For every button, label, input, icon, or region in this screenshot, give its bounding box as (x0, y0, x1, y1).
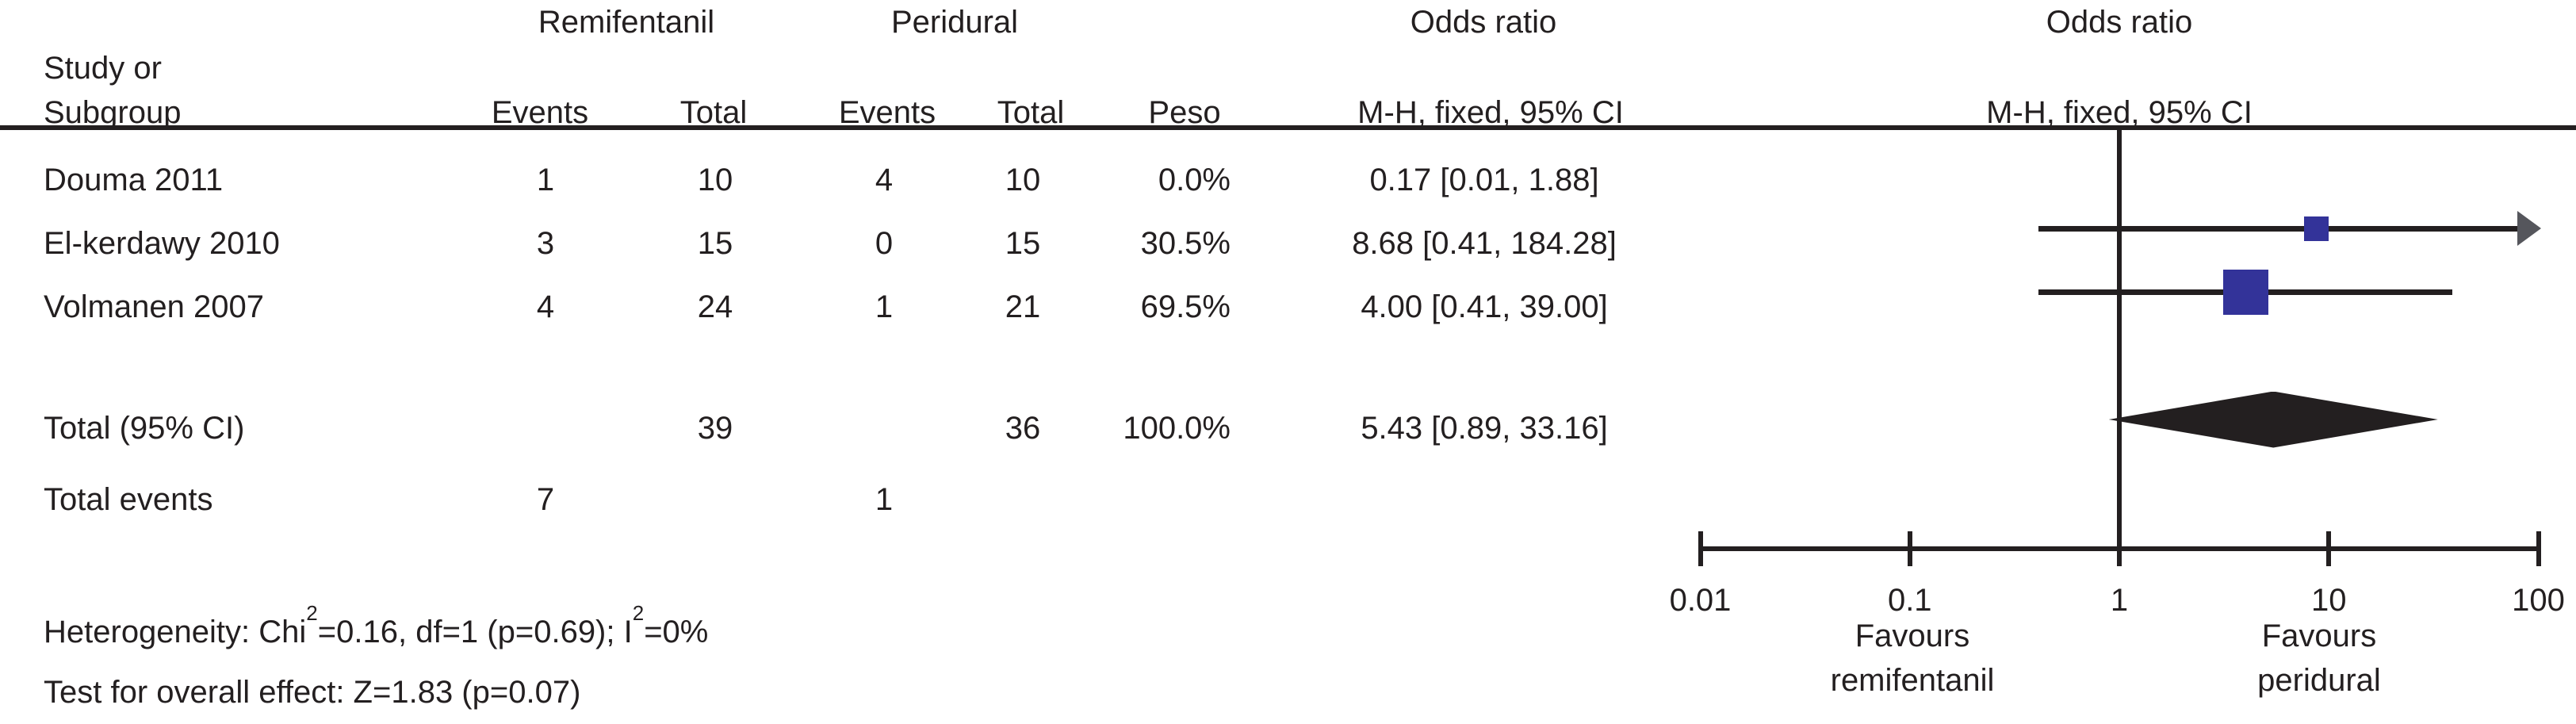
group-header-peridural: Peridural (890, 5, 1019, 40)
col-header-mh-ci-plot: M-H, fixed, 95% CI (1986, 95, 2253, 130)
total-peridural-value: 21 (1005, 289, 1041, 324)
heterogeneity-sup-2: 2 (632, 600, 645, 625)
total-events-peridural: 1 (875, 482, 894, 517)
weight-value: 69.5% (1140, 289, 1231, 324)
col-header-study-line2: Subgroup (44, 95, 182, 130)
col-header-total-peridural: Total (997, 95, 1065, 130)
col-header-weight: Peso (1148, 95, 1221, 130)
or-square (2303, 216, 2329, 241)
summary-diamond (2108, 391, 2438, 448)
axis-tick (2536, 531, 2541, 566)
col-header-study-line1: Study or (44, 51, 162, 86)
favours-right-line1: Favours (2261, 619, 2377, 653)
axis-tick-label: 0.01 (1669, 583, 1732, 618)
total-weight-value: 100.0% (1123, 411, 1231, 446)
events-remifentanil-value: 1 (536, 163, 555, 197)
total-remifentanil-value: 10 (697, 163, 733, 197)
col-header-events-peridural: Events (838, 95, 936, 130)
or-square (2222, 269, 2268, 315)
heterogeneity-sup-1: 2 (306, 600, 318, 625)
group-header-odds-ratio-table: Odds ratio (1410, 5, 1557, 40)
overall-effect-note: Test for overall effect: Z=1.83 (p=0.07) (44, 675, 581, 710)
events-peridural-value: 1 (875, 289, 894, 324)
total-remifentanil-sum: 39 (697, 411, 733, 446)
total-row-label: Total (95% CI) (44, 411, 245, 446)
axis-tick (2326, 531, 2332, 566)
axis-tick (1698, 531, 1703, 566)
col-header-events-remifentanil: Events (491, 95, 589, 130)
odds-ratio-ci-text: 8.68 [0.41, 184.28] (1352, 226, 1617, 261)
total-remifentanil-value: 15 (697, 226, 733, 261)
total-peridural-value: 10 (1005, 163, 1041, 197)
col-header-total-remifentanil: Total (679, 95, 748, 130)
axis-tick-label: 0.1 (1887, 583, 1932, 618)
total-events-remifentanil: 7 (536, 482, 555, 517)
events-remifentanil-value: 4 (536, 289, 555, 324)
arrow-right-icon (2517, 211, 2541, 246)
axis-tick-label: 1 (2110, 583, 2129, 618)
axis-tick-label: 100 (2512, 583, 2565, 618)
group-header-odds-ratio-plot: Odds ratio (2046, 5, 2193, 40)
plot-vertical-line (2117, 125, 2122, 551)
col-header-mh-ci-table: M-H, fixed, 95% CI (1357, 95, 1624, 130)
favours-right-line2: peridural (2257, 663, 2381, 698)
ci-line (2038, 225, 2517, 232)
odds-ratio-ci-text: 4.00 [0.41, 39.00] (1361, 289, 1608, 324)
weight-value: 0.0% (1158, 163, 1231, 197)
favours-left-line2: remifentanil (1830, 663, 1995, 698)
heterogeneity-text-2: =0.16, df=1 (p=0.69); I (317, 615, 633, 649)
total-peridural-sum: 36 (1005, 411, 1041, 446)
header-rule (0, 125, 2576, 130)
total-events-label: Total events (44, 482, 213, 517)
total-remifentanil-value: 24 (697, 289, 733, 324)
heterogeneity-text-1: Heterogeneity: Chi (44, 615, 307, 649)
axis-tick (1907, 531, 1912, 566)
total-peridural-value: 15 (1005, 226, 1041, 261)
heterogeneity-text-3: =0% (644, 615, 709, 649)
axis-tick-label: 10 (2311, 583, 2347, 618)
favours-left-line1: Favours (1854, 619, 1970, 653)
weight-value: 30.5% (1140, 226, 1231, 261)
group-header-remifentanil: Remifentanil (538, 5, 715, 40)
study-name: El-kerdawy 2010 (44, 226, 280, 261)
odds-ratio-ci-text: 0.17 [0.01, 1.88] (1369, 163, 1599, 197)
heterogeneity-note: Heterogeneity: Chi2=0.16, df=1 (p=0.69);… (44, 603, 709, 651)
axis-tick (2117, 531, 2122, 566)
total-odds-ratio-ci-text: 5.43 [0.89, 33.16] (1361, 411, 1608, 446)
events-peridural-value: 4 (875, 163, 894, 197)
events-remifentanil-value: 3 (536, 226, 555, 261)
study-name: Douma 2011 (44, 163, 224, 197)
events-peridural-value: 0 (875, 226, 894, 261)
study-name: Volmanen 2007 (44, 289, 265, 324)
